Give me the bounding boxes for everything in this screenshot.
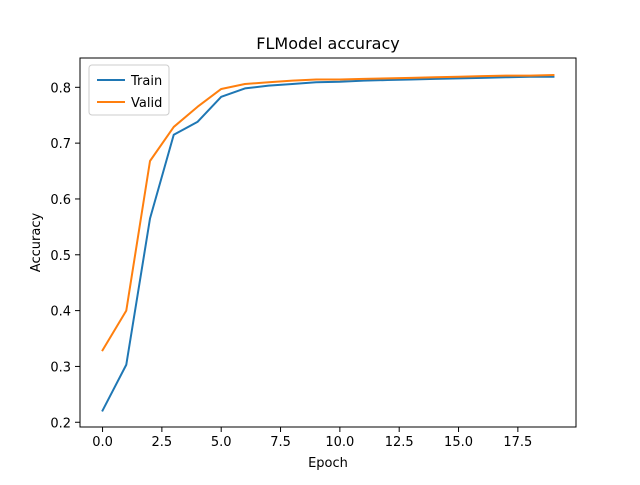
x-tick-label: 10.0 <box>325 435 354 450</box>
y-tick-label: 0.2 <box>50 416 71 431</box>
legend-label-valid: Valid <box>131 96 162 111</box>
x-tick-label: 15.0 <box>444 435 473 450</box>
plot-area: 0.0 2.5 5.0 7.5 10.0 12.5 15.0 17.5 0.2 0.3 0.4 0.5… <box>50 57 577 450</box>
x-tick-label: 5.0 <box>211 435 232 450</box>
y-tick-label: 0.6 <box>50 193 71 208</box>
legend-label-train: Train <box>130 74 162 89</box>
x-tick-label: 17.5 <box>503 435 532 450</box>
x-tick-label: 12.5 <box>385 435 414 450</box>
y-tick-label: 0.3 <box>50 360 71 375</box>
series-line-valid <box>101 74 555 352</box>
x-axis-title: Epoch <box>308 456 348 471</box>
y-tick-label: 0.8 <box>50 81 71 96</box>
legend: Train Valid <box>88 64 170 116</box>
x-tick-label: 0.0 <box>92 435 113 450</box>
y-tick-label: 0.5 <box>50 249 71 264</box>
y-tick-label: 0.4 <box>50 305 71 320</box>
axes-frame <box>79 57 577 428</box>
x-tick-label: 2.5 <box>152 435 173 450</box>
y-tick-label: 0.7 <box>50 137 71 152</box>
x-tick-label: 7.5 <box>270 435 291 450</box>
y-axis-title: Accuracy <box>29 213 44 273</box>
series-line-train <box>101 75 555 412</box>
chart-title: FLModel accuracy <box>256 34 399 53</box>
